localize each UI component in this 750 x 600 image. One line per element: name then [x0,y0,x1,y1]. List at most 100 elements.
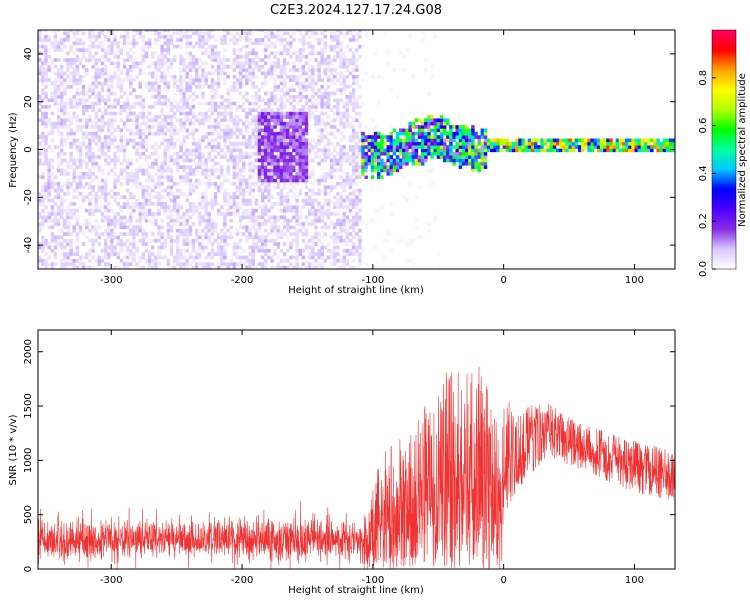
spectrogram-cell [298,168,303,173]
spectrogram-cell [298,192,303,196]
spectrogram-cell [78,141,83,146]
spectrogram-cell [367,168,372,173]
spectrogram-cell [417,155,422,159]
spectrogram-cell [433,218,437,223]
spectrogram-cell [207,235,211,240]
spectrogram-cell [276,172,281,176]
spectrogram-cell [323,148,328,153]
spectrogram-cell [213,225,218,230]
spectrogram-cell [185,262,189,266]
spectrogram-cell [427,128,431,133]
spectrogram-cell [191,265,196,269]
spectrogram-cell [301,158,306,163]
spectrogram-cell [414,148,419,153]
spectrogram-cell [317,215,321,220]
spectrogram-cell [232,175,237,179]
spectrogram-cell [323,121,328,126]
spectrogram-cell [386,172,390,176]
spectrogram-cell [317,138,321,143]
spectrogram-cell [270,128,274,133]
spectrogram-cell [295,252,299,256]
spectrogram-cell [596,138,601,143]
spectrogram-cell [235,125,240,129]
spectrogram-cell [276,108,281,113]
spectrogram-y-tick-label: 0 [23,146,34,152]
spectrogram-cell [138,215,142,220]
spectrogram-cell [100,192,105,196]
spectrogram-cell [173,44,177,49]
spectrogram-cell [270,215,274,220]
spectrogram-cell [125,178,130,183]
spectrogram-cell [276,161,281,166]
spectrogram-cell [455,158,459,163]
spectrogram-cell [251,168,255,173]
spectrogram-cell [235,71,240,76]
spectrogram-cell [304,101,309,106]
spectrogram-cell [75,238,80,243]
spectrogram-cell [458,135,463,139]
spectrogram-cell [207,138,211,143]
spectrogram-cell [358,188,362,193]
spectrogram-cell [160,195,164,200]
spectrogram-cell [129,205,133,210]
spectrogram-cell [320,111,324,116]
spectrogram-cell [207,54,211,59]
spectrogram-cell [163,68,168,72]
spectrogram-cell [88,131,92,136]
spectrogram-cell [260,148,265,153]
spectrogram-cell [273,128,277,133]
spectrogram-cell [129,161,133,166]
spectrogram-cell [304,242,309,246]
spectrogram-cell [251,138,255,143]
spectrogram-cell [66,178,70,183]
spectrogram-cell [329,188,334,193]
spectrogram-cell [110,61,114,66]
spectrogram-cell [135,168,139,173]
spectrogram-cell [201,78,205,82]
spectrogram-cell [308,111,312,116]
spectrogram-cell [392,161,397,166]
spectrogram-cell [195,141,199,146]
spectrogram-cell [471,148,475,153]
spectrogram-cell [336,108,340,113]
spectrogram-cell [339,232,343,236]
spectrogram-cell [439,151,444,156]
spectrogram-cell [421,151,425,156]
spectrogram-cell [169,158,174,163]
spectrogram-cell [122,242,127,246]
spectrogram-cell [242,68,246,72]
spectrogram-cell [188,202,193,206]
spectrogram-cell [191,222,196,226]
spectrogram-cell [125,51,130,56]
spectrogram-cell [571,148,576,153]
spectrogram-cell [643,141,648,146]
spectrogram-cell [188,172,193,176]
spectrogram-cell [147,248,152,253]
spectrogram-cell [188,111,193,116]
spectrogram-cell [213,202,218,206]
spectrogram-cell [151,175,155,179]
spectrogram-cell [229,98,233,103]
spectrogram-cell [295,178,299,183]
spectrogram-cell [160,48,164,52]
spectrogram-cell [53,98,58,103]
spectrogram-cell [320,255,324,260]
spectrogram-cell [320,265,324,269]
spectrogram-cell [100,172,105,176]
spectrogram-cell [286,141,290,146]
spectrogram-cell [242,168,246,173]
spectrogram-cell [662,145,667,149]
spectrogram-cell [151,265,155,269]
spectrogram-cell [317,95,321,99]
spectrogram-cell [326,61,331,66]
spectrogram-cell [213,185,218,190]
spectrogram-cell [301,138,306,143]
spectrogram-cell [267,218,271,223]
spectrogram-cell [91,131,95,136]
spectrogram-cell [69,64,73,69]
spectrogram-cell [38,259,42,263]
spectrogram-cell [144,198,149,203]
spectrogram-cell [63,238,67,243]
spectrogram-cell [245,228,249,233]
spectrogram-cell [223,232,227,236]
